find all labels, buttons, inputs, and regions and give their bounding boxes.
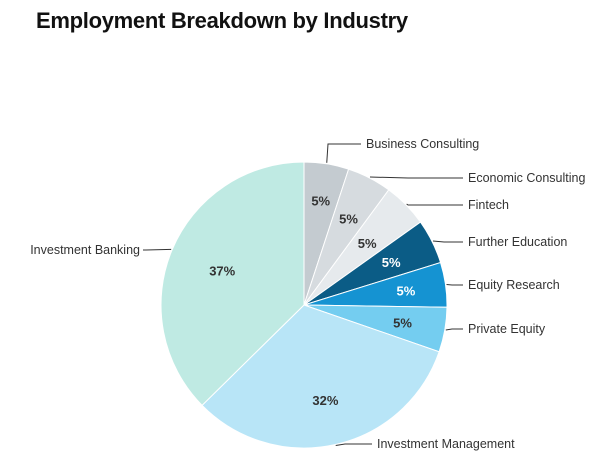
slice-value-investment-banking: 37% (209, 264, 235, 279)
callout-line-private-equity (445, 328, 463, 331)
callout-label-private-equity: Private Equity (468, 322, 546, 336)
callout-line-fintech (406, 203, 463, 206)
pie-slices (160, 161, 448, 449)
slice-value-further-education: 5% (382, 255, 401, 270)
chart-title: Employment Breakdown by Industry (36, 8, 408, 33)
pie-slice-investment-management (201, 304, 440, 449)
slice-value-economic-consulting: 5% (339, 212, 358, 227)
callout-line-further-education (432, 240, 463, 243)
callout-label-fintech: Fintech (468, 198, 509, 212)
slice-value-private-equity: 5% (393, 315, 412, 330)
pie-slice-investment-banking (160, 161, 305, 407)
slice-value-equity-research: 5% (397, 283, 416, 298)
callout-line-economic-consulting (369, 176, 463, 179)
callout-label-investment-banking: Investment Banking (30, 243, 140, 257)
slice-value-investment-management: 32% (312, 393, 338, 408)
slice-value-business-consulting: 5% (311, 194, 330, 209)
callout-label-further-education: Further Education (468, 235, 567, 249)
pie-slice-labels: 5%5%5%5%5%5%32%37% (209, 194, 416, 408)
callout-line-investment-banking (143, 248, 172, 251)
callout-line-business-consulting (326, 143, 361, 163)
callout-label-economic-consulting: Economic Consulting (468, 171, 585, 185)
callout-label-business-consulting: Business Consulting (366, 137, 479, 151)
callout-line-investment-management (335, 443, 372, 446)
callout-label-equity-research: Equity Research (468, 278, 560, 292)
slice-value-fintech: 5% (358, 236, 377, 251)
callout-label-investment-management: Investment Management (377, 437, 515, 451)
pie-callouts: Business Consulting Economic Consulting Fi… (30, 137, 585, 451)
